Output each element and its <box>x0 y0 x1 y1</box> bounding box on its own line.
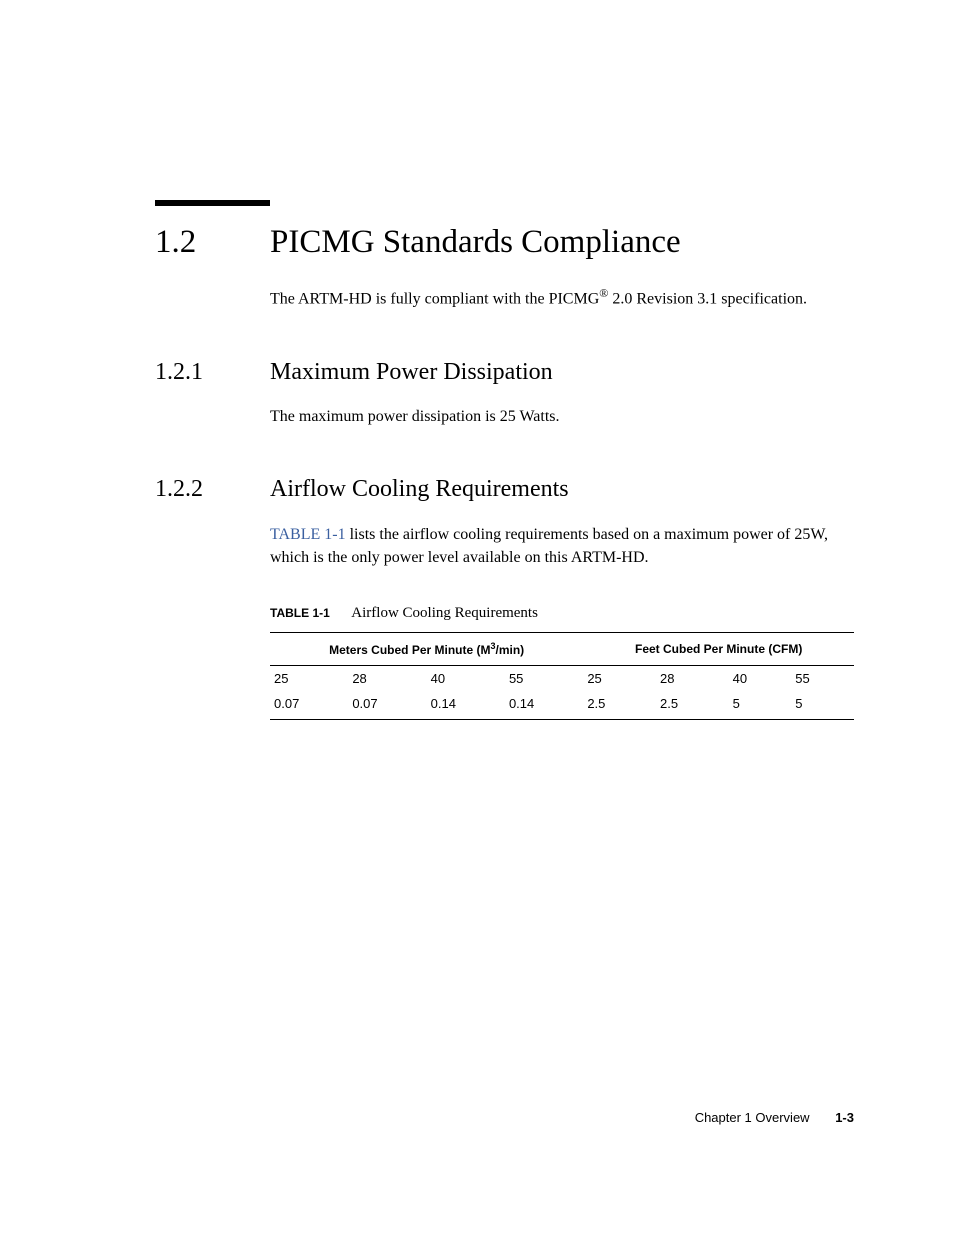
table-cell: 40 <box>427 666 505 692</box>
table-header-left-post: /min) <box>496 643 525 657</box>
table-cell: 25 <box>270 666 348 692</box>
subsection-2-text-post: lists the airflow cooling requirements b… <box>270 526 828 566</box>
intro-post: 2.0 Revision 3.1 specification. <box>608 290 807 307</box>
subsection-2-number: 1.2.2 <box>155 476 270 503</box>
footer-page-number: 1-3 <box>835 1110 854 1125</box>
footer-chapter: Chapter 1 Overview <box>695 1110 810 1125</box>
table-cell: 5 <box>791 691 854 720</box>
table-cell: 2.5 <box>583 691 656 720</box>
intro-pre: The ARTM-HD is fully compliant with the … <box>270 290 599 307</box>
subsection-2-heading: 1.2.2 Airflow Cooling Requirements <box>155 476 854 503</box>
table-header-row: Meters Cubed Per Minute (M3/min) Feet Cu… <box>270 633 854 666</box>
table-cell: 0.14 <box>427 691 505 720</box>
table-label: TABLE 1-1 <box>270 606 330 620</box>
page: 1.2 PICMG Standards Compliance The ARTM-… <box>0 0 954 1235</box>
table-caption: Airflow Cooling Requirements <box>351 605 538 621</box>
page-footer: Chapter 1 Overview 1-3 <box>695 1110 854 1125</box>
subsection-1-heading: 1.2.1 Maximum Power Dissipation <box>155 359 854 386</box>
subsection-1-number: 1.2.1 <box>155 359 270 386</box>
airflow-table: Meters Cubed Per Minute (M3/min) Feet Cu… <box>270 632 854 720</box>
table-cell: 2.5 <box>656 691 729 720</box>
table-row: 25 28 40 55 25 28 40 55 <box>270 666 854 692</box>
table-cell: 40 <box>729 666 792 692</box>
section-number: 1.2 <box>155 224 270 261</box>
subsection-2-title: Airflow Cooling Requirements <box>270 476 569 503</box>
table-cell: 28 <box>348 666 426 692</box>
table-cell: 5 <box>729 691 792 720</box>
table-cell: 0.14 <box>505 691 583 720</box>
table-cell: 0.07 <box>270 691 348 720</box>
table-cell: 25 <box>583 666 656 692</box>
table-header-right: Feet Cubed Per Minute (CFM) <box>583 633 854 666</box>
table-cell: 28 <box>656 666 729 692</box>
section-rule <box>155 200 270 206</box>
subsection-1-text: The maximum power dissipation is 25 Watt… <box>270 406 854 428</box>
table-header-left-pre: Meters Cubed Per Minute (M <box>329 643 490 657</box>
table-caption-row: TABLE 1-1 Airflow Cooling Requirements <box>270 605 854 622</box>
table-cell: 55 <box>505 666 583 692</box>
registered-mark: ® <box>599 286 608 300</box>
section-intro: The ARTM-HD is fully compliant with the … <box>270 285 854 311</box>
subsection-2-text: TABLE 1-1 lists the airflow cooling requ… <box>270 523 854 569</box>
table-cell: 0.07 <box>348 691 426 720</box>
section-heading: 1.2 PICMG Standards Compliance <box>155 224 854 261</box>
section-title: PICMG Standards Compliance <box>270 224 681 261</box>
table-cell: 55 <box>791 666 854 692</box>
subsection-1-title: Maximum Power Dissipation <box>270 359 553 386</box>
table-reference-link[interactable]: TABLE 1-1 <box>270 526 346 543</box>
table-row: 0.07 0.07 0.14 0.14 2.5 2.5 5 5 <box>270 691 854 720</box>
table-header-left: Meters Cubed Per Minute (M3/min) <box>270 633 583 666</box>
